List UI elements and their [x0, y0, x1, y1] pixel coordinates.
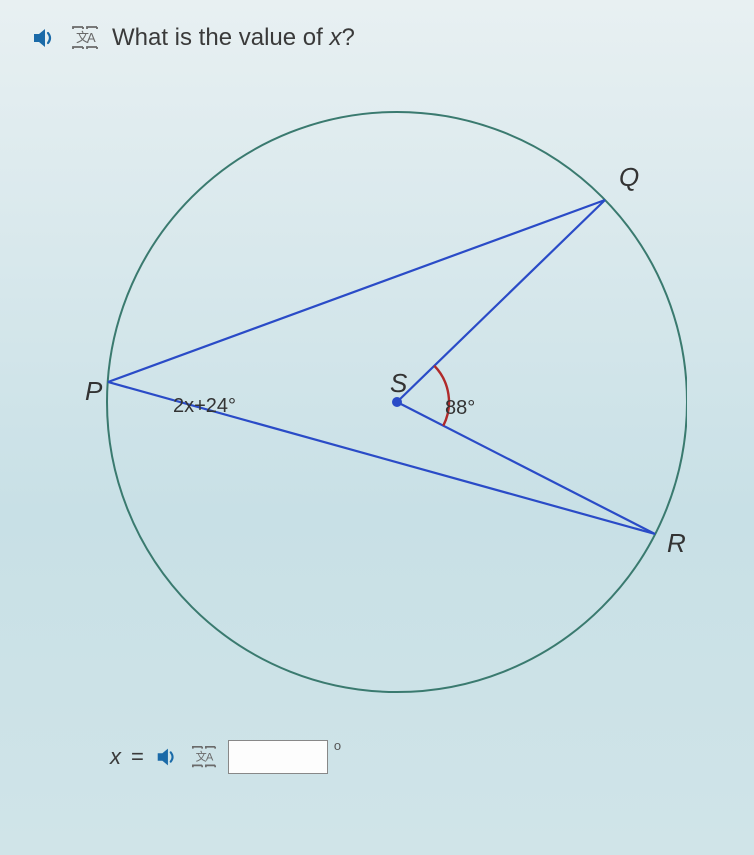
answer-input[interactable] [228, 740, 328, 774]
degree-unit: o [334, 738, 341, 753]
svg-text:R: R [667, 528, 686, 558]
svg-text:A: A [206, 752, 214, 764]
question-suffix: ? [341, 24, 354, 51]
translate-icon[interactable]: 文 A [190, 744, 218, 770]
answer-var: x [110, 744, 121, 770]
answer-row: x = 文 A o [0, 722, 754, 774]
question-var: x [329, 24, 341, 51]
question-prefix: What is the value of [112, 24, 329, 51]
question-header: 文 A What is the value of x? [0, 0, 754, 62]
speaker-icon[interactable] [30, 24, 58, 52]
question-text: What is the value of x? [112, 24, 355, 52]
translate-icon[interactable]: 文 A [70, 24, 100, 52]
svg-text:A: A [87, 30, 96, 45]
svg-text:Q: Q [619, 162, 639, 192]
geometry-diagram: P Q R S 2x+24° 88° [67, 82, 687, 722]
equals-sign: = [131, 744, 144, 770]
svg-text:88°: 88° [445, 397, 475, 419]
svg-text:P: P [85, 376, 103, 406]
svg-text:S: S [390, 368, 408, 398]
diagram-container: P Q R S 2x+24° 88° [0, 62, 754, 722]
speaker-icon[interactable] [154, 744, 180, 770]
svg-text:2x+24°: 2x+24° [173, 395, 236, 417]
